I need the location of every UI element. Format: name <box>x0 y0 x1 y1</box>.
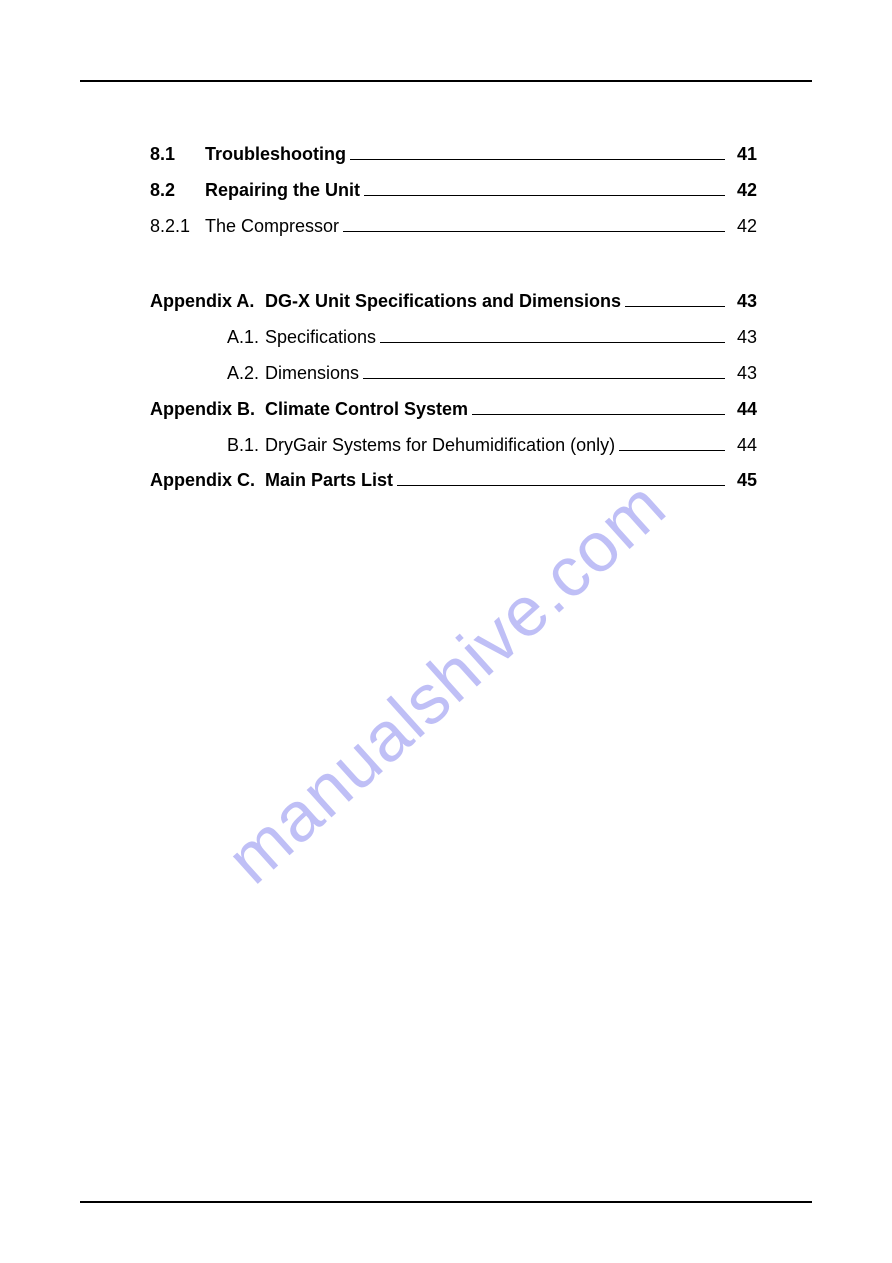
toc-row: Appendix A. DG-X Unit Specifications and… <box>150 287 757 316</box>
toc-page: 43 <box>729 359 757 388</box>
toc-row: B.1. DryGair Systems for Dehumidificatio… <box>150 431 757 460</box>
bottom-rule <box>80 1201 812 1203</box>
watermark-text: manualshive.com <box>211 465 680 899</box>
toc-page: 42 <box>729 212 757 241</box>
toc-row: Appendix B. Climate Control System 44 <box>150 395 757 424</box>
toc-title: Main Parts List <box>265 466 397 495</box>
toc-number: Appendix C. <box>150 466 265 495</box>
toc-page: 45 <box>729 466 757 495</box>
toc-leader <box>619 450 725 451</box>
toc-title: The Compressor <box>205 212 343 241</box>
toc-title: DryGair Systems for Dehumidification (on… <box>265 431 619 460</box>
toc-title: Specifications <box>265 323 380 352</box>
toc-number: 8.2.1 <box>150 212 205 241</box>
toc-title: Repairing the Unit <box>205 176 364 205</box>
toc-leader <box>397 485 725 486</box>
toc-leader <box>380 342 725 343</box>
toc-row: A.1. Specifications 43 <box>150 323 757 352</box>
toc-page: 44 <box>729 395 757 424</box>
toc-row: A.2. Dimensions 43 <box>150 359 757 388</box>
toc-leader <box>364 195 725 196</box>
toc-content: 8.1 Troubleshooting 41 8.2 Repairing the… <box>150 140 757 502</box>
toc-leader <box>343 231 725 232</box>
toc-title: DG-X Unit Specifications and Dimensions <box>265 287 625 316</box>
toc-leader <box>350 159 725 160</box>
toc-number: A.1. <box>150 323 265 352</box>
toc-row: 8.2 Repairing the Unit 42 <box>150 176 757 205</box>
top-rule <box>80 80 812 82</box>
toc-number: B.1. <box>150 431 265 460</box>
toc-page: 42 <box>729 176 757 205</box>
toc-leader <box>625 306 725 307</box>
toc-number: Appendix B. <box>150 395 265 424</box>
toc-number: Appendix A. <box>150 287 265 316</box>
toc-leader <box>472 414 725 415</box>
toc-number: 8.1 <box>150 140 205 169</box>
toc-page: 43 <box>729 287 757 316</box>
toc-number: 8.2 <box>150 176 205 205</box>
toc-title: Troubleshooting <box>205 140 350 169</box>
toc-title: Climate Control System <box>265 395 472 424</box>
document-page: manualshive.com 8.1 Troubleshooting 41 8… <box>0 0 892 1263</box>
toc-page: 41 <box>729 140 757 169</box>
toc-page: 43 <box>729 323 757 352</box>
toc-row: 8.2.1 The Compressor 42 <box>150 212 757 241</box>
toc-number: A.2. <box>150 359 265 388</box>
toc-title: Dimensions <box>265 359 363 388</box>
toc-leader <box>363 378 725 379</box>
toc-row: Appendix C. Main Parts List 45 <box>150 466 757 495</box>
toc-row: 8.1 Troubleshooting 41 <box>150 140 757 169</box>
toc-page: 44 <box>729 431 757 460</box>
section-spacer <box>150 247 757 287</box>
